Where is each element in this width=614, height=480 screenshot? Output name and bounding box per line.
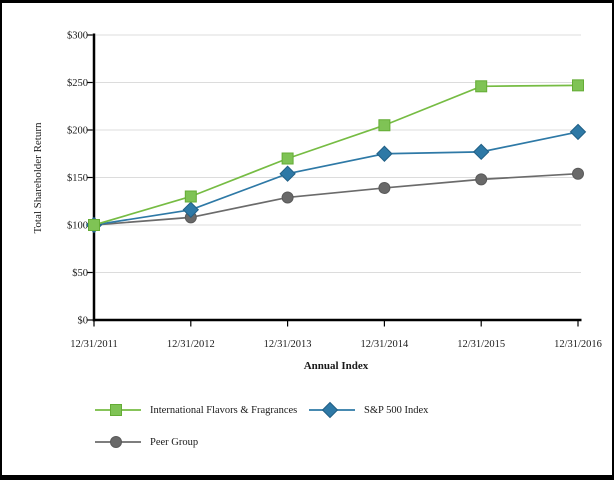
legend-label-iff: International Flavors & Fragrances	[150, 404, 298, 416]
legend-item-iff: International Flavors & Fragrances	[95, 401, 297, 419]
data-point-circle	[572, 167, 584, 180]
data-point-diamond	[376, 145, 393, 162]
legend-circle-icon	[110, 436, 122, 448]
x-tick-label: 12/31/2016	[554, 339, 602, 350]
data-point-square	[572, 79, 584, 92]
y-tick-label: $300	[67, 31, 88, 42]
y-tick-label: $0	[78, 316, 89, 327]
legend-label-sp500: S&P 500 Index	[364, 404, 429, 416]
frame-border-left	[0, 0, 2, 480]
y-axis-title: Total Shareholder Return	[32, 122, 44, 234]
data-point-square	[281, 152, 294, 165]
x-tick-label: 12/31/2011	[70, 339, 117, 350]
data-point-diamond	[472, 143, 490, 161]
data-point-circle	[281, 191, 294, 204]
square-marker-icon	[95, 401, 141, 419]
x-tick-label: 12/31/2012	[167, 339, 215, 350]
y-tick-label: $150	[67, 173, 88, 184]
x-tick-label: 12/31/2014	[360, 339, 409, 350]
circle-marker-icon	[95, 433, 141, 451]
legend-diamond-icon	[321, 401, 339, 419]
data-point-square	[378, 119, 391, 132]
y-tick-label: $250	[67, 78, 88, 89]
legend-label-peer: Peer Group	[150, 436, 199, 448]
data-point-diamond	[279, 165, 296, 182]
y-tick-label: $50	[72, 268, 88, 279]
data-point-diamond	[569, 123, 587, 141]
frame-border-right	[612, 0, 614, 480]
data-point-circle	[475, 173, 488, 186]
x-axis-title: Annual Index	[303, 360, 369, 372]
series-line-0	[93, 84, 579, 226]
data-point-square	[88, 219, 100, 231]
legend-item-sp500: S&P 500 Index	[309, 401, 428, 419]
series-line-1	[93, 131, 579, 226]
x-tick-label: 12/31/2013	[264, 339, 312, 350]
legend-square-icon	[110, 404, 122, 416]
diamond-marker-icon	[309, 401, 355, 419]
y-tick-label: $200	[67, 126, 88, 137]
series-line-2	[93, 172, 579, 226]
data-point-diamond	[182, 201, 200, 219]
data-point-square	[184, 190, 197, 203]
data-point-square	[475, 80, 488, 93]
x-tick-label: 12/31/2015	[457, 339, 505, 350]
legend-item-peer: Peer Group	[95, 433, 198, 451]
data-point-circle	[378, 181, 391, 194]
frame-border-top	[0, 0, 614, 3]
frame-border-bottom	[0, 475, 614, 480]
y-tick-label: $100	[67, 221, 88, 232]
